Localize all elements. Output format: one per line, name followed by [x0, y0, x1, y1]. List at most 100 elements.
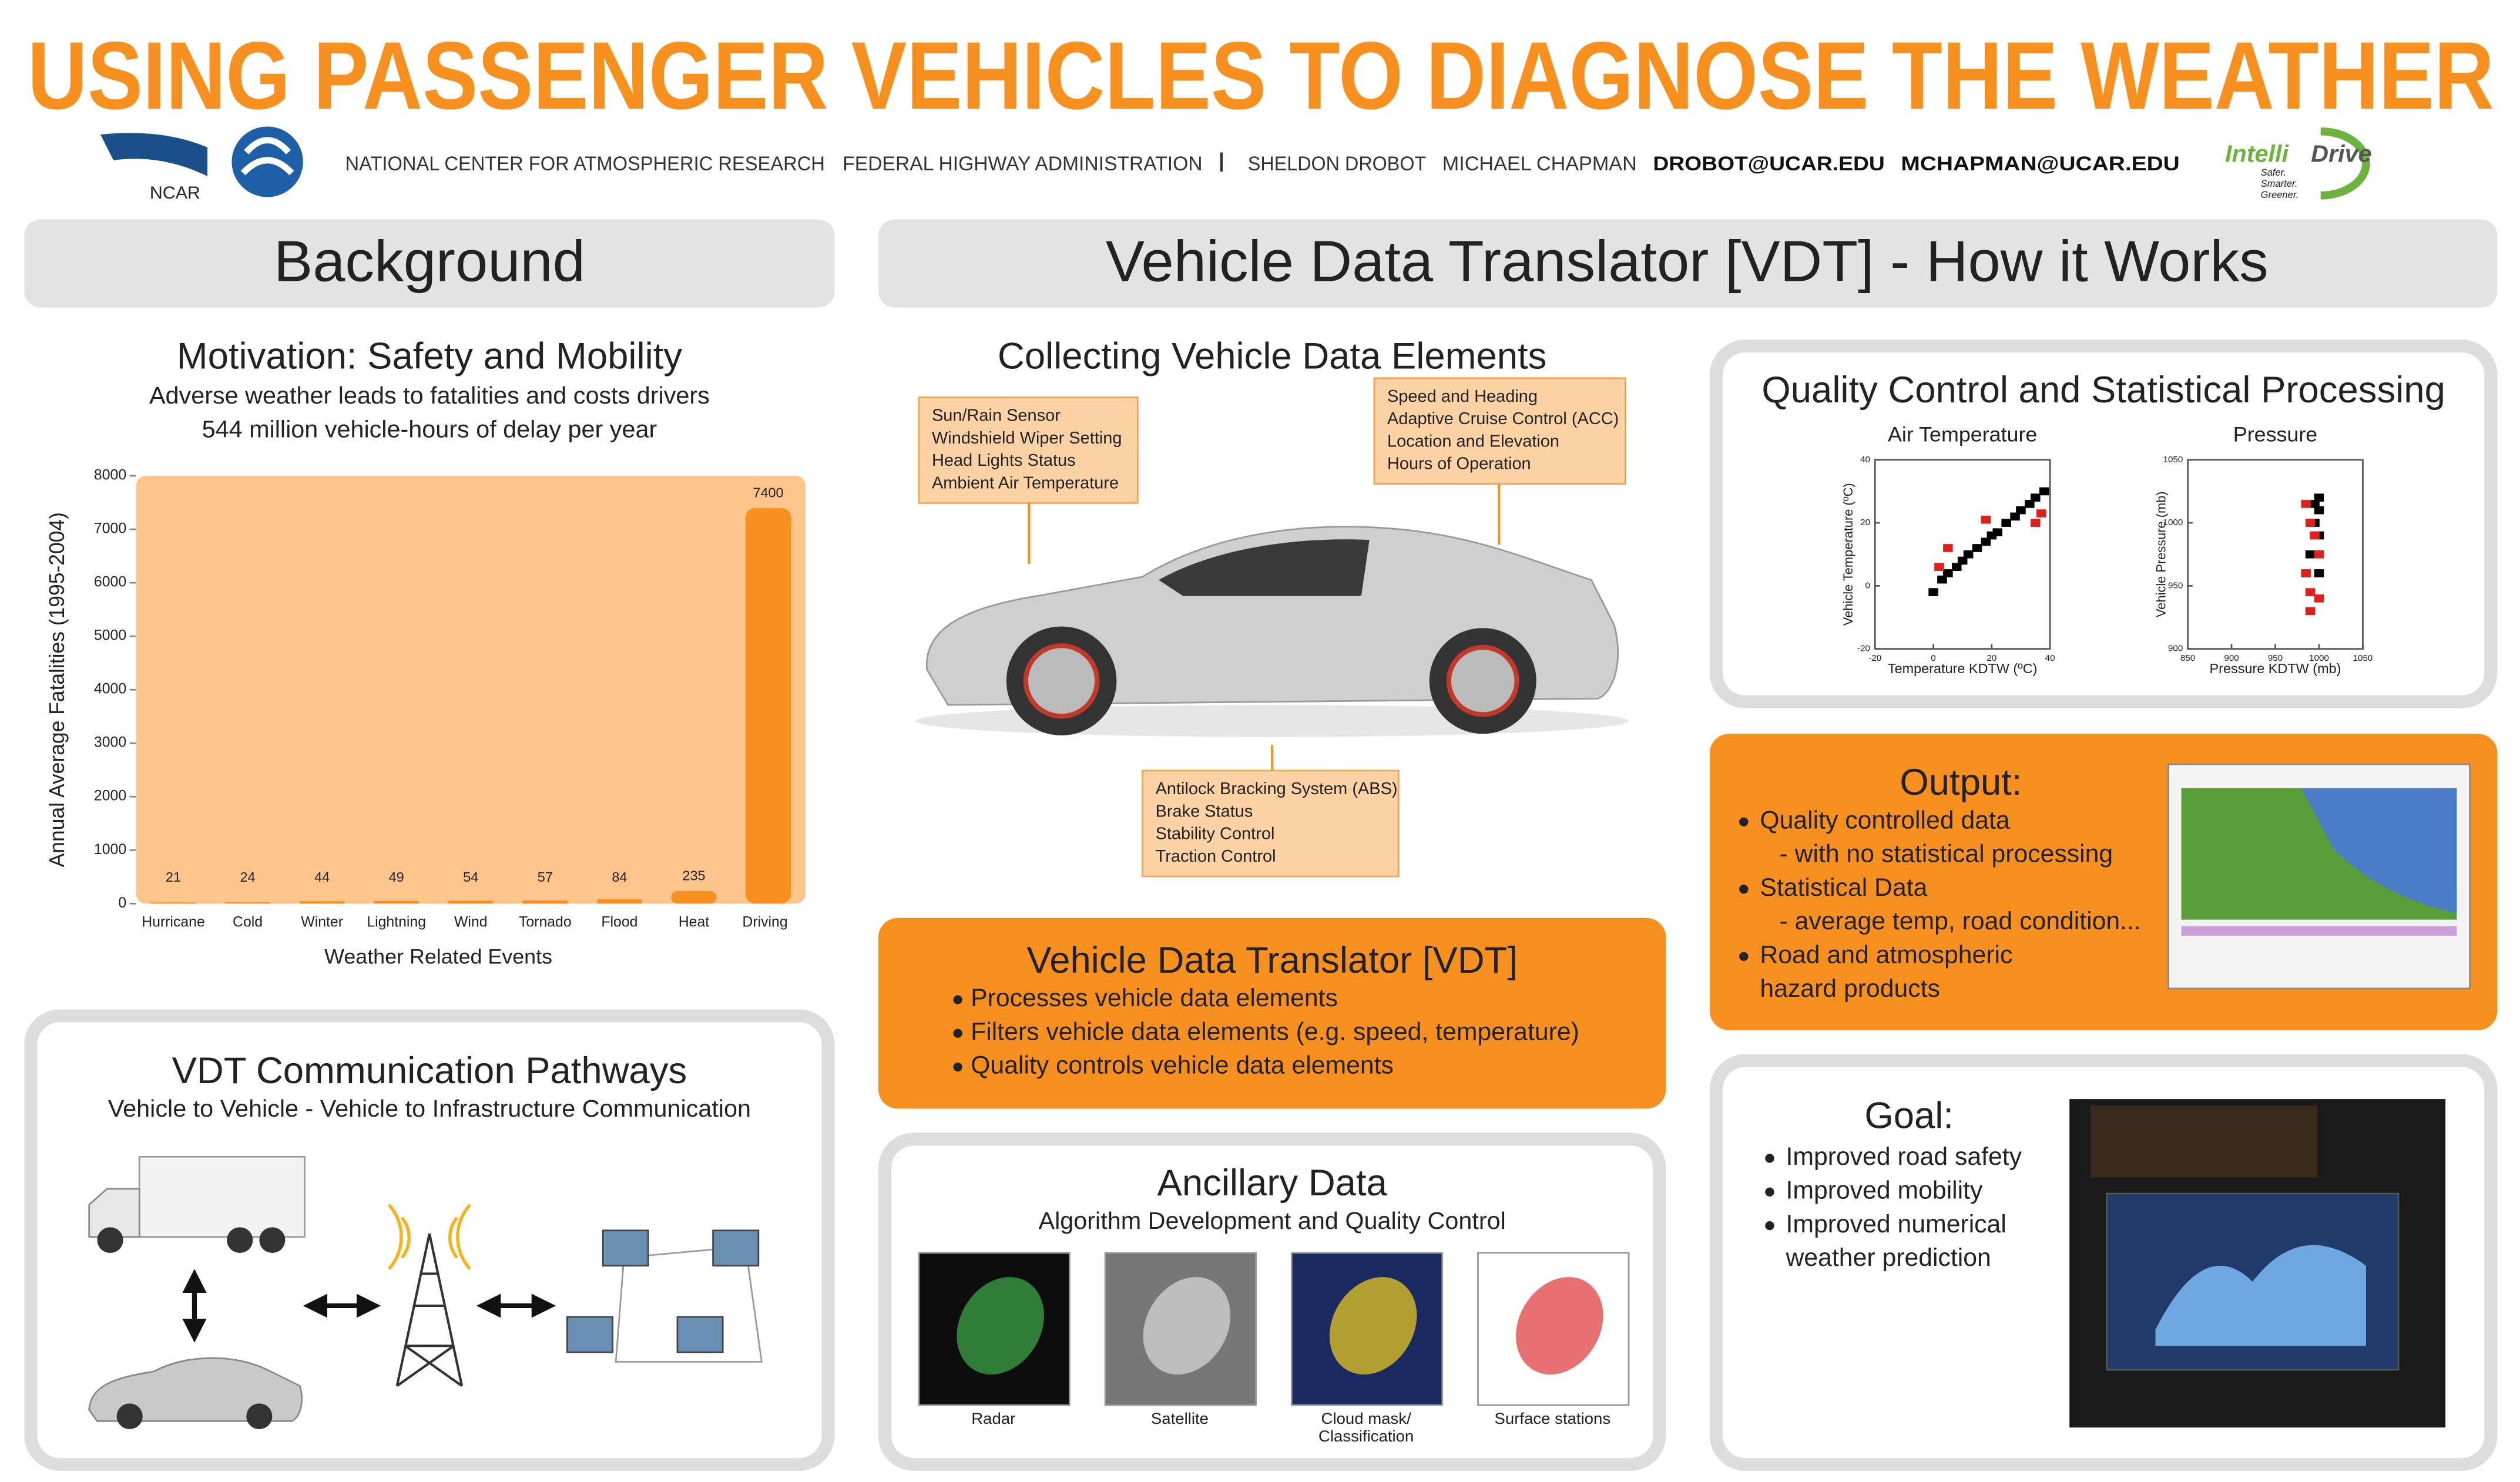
bullet-dot: [953, 1062, 962, 1072]
point: [2025, 500, 2035, 508]
panel-title: VDT Communication Pathways: [172, 1050, 687, 1091]
x-tick-label: 1000: [2309, 653, 2329, 663]
bar: [224, 902, 271, 904]
bullet-text: Improved mobility: [1786, 1177, 1984, 1205]
bullets: Improved road safety Improved mobility Imp…: [1765, 1143, 2022, 1272]
y-tick-label: 7000: [94, 521, 126, 537]
bullet-text: Statistical Data: [1760, 874, 1927, 902]
point: [2314, 550, 2324, 559]
output-screenshot: [2167, 763, 2471, 990]
motivation-lines: Adverse weather leads to fatalities and …: [149, 382, 710, 442]
callout-text: Ambient Air Temperature: [932, 473, 1119, 492]
y-tick-label: 0: [118, 895, 126, 911]
y-tick-label: 1000: [94, 842, 126, 858]
point: [2036, 509, 2046, 517]
heading-bar: [24, 219, 835, 308]
tagline: Safer.Smarter.Greener.: [2261, 167, 2299, 200]
nav-radar: [2155, 1245, 2366, 1346]
plot-frame: [1874, 459, 2051, 650]
callout-text: Brake Status: [1156, 802, 1253, 821]
callout-text: Stability Control: [1156, 825, 1275, 844]
x-tick-label: 0: [1931, 653, 1935, 663]
x-axis-label: Weather Related Events: [324, 945, 552, 969]
y-tick-label: 40: [1860, 455, 1870, 465]
x-tick-label: Tornado: [519, 915, 572, 930]
image-detail: [1516, 1277, 1603, 1375]
plot-frame: [2187, 459, 2364, 650]
panel-title: Quality Control and Statistical Processi…: [1761, 369, 2445, 411]
y-tick-label: 6000: [94, 574, 126, 590]
image-detail: [957, 1277, 1044, 1375]
bar: [448, 900, 494, 904]
image-caption: Radar: [971, 1409, 1015, 1427]
screenshot-map: [2301, 788, 2457, 913]
bar: [745, 508, 791, 904]
point: [2314, 594, 2324, 603]
x-tick-label: 1050: [2353, 653, 2373, 663]
point: [2031, 493, 2041, 502]
panel-subtitle: Algorithm Development and Quality Contro…: [1039, 1207, 1506, 1234]
fatalities-chart: 0 1000 2000 3000 4000 5000 6000 7000 8000 21 Hurri…: [45, 468, 806, 969]
intellidrive-swoosh: [2320, 127, 2370, 200]
separator: |: [1219, 150, 1224, 172]
x-tick-label: 850: [2180, 653, 2195, 663]
bullet-text: Improved road safety: [1786, 1143, 2022, 1171]
value-label: 21: [166, 869, 181, 885]
y-tick-label: 1000: [2163, 517, 2183, 527]
motivation-line: 544 million vehicle-hours of delay per y…: [202, 416, 657, 443]
dot-logo-mark: [240, 137, 294, 176]
image-caption: Classification: [1318, 1427, 1414, 1445]
y-tick-label: 1050: [2163, 455, 2183, 465]
bar: [150, 902, 196, 904]
x-axis-label: Pressure KDTW (mb): [2210, 661, 2341, 676]
bullet-text: Filters vehicle data elements (e.g. spee…: [971, 1019, 1579, 1046]
rim: [1023, 643, 1100, 719]
car-small: [88, 1357, 303, 1422]
signal: [387, 1204, 471, 1271]
dashboard-photo: [2069, 1099, 2446, 1428]
ncar-logo: [100, 133, 208, 177]
point: [1992, 528, 2003, 537]
bar: [522, 900, 568, 904]
point: [1981, 537, 1991, 546]
section-heading: Background: [274, 229, 585, 293]
bullet-text: weather prediction: [1786, 1244, 1991, 1272]
bullet-dot: [1765, 1187, 1774, 1197]
point: [2010, 512, 2020, 521]
y-tick-label: 950: [2168, 580, 2183, 590]
point: [2301, 500, 2311, 508]
y-tick-label: 0: [1865, 580, 1870, 590]
x-tick-label: 20: [1987, 653, 1996, 663]
wheel: [246, 1403, 273, 1429]
x-tick-label: Wind: [454, 915, 488, 930]
computer: [676, 1316, 724, 1353]
point: [2305, 519, 2316, 527]
point: [2001, 519, 2011, 527]
network: [615, 1245, 763, 1363]
point: [2310, 500, 2320, 508]
rim: [1446, 644, 1519, 717]
bullet-dot: [953, 1029, 962, 1038]
motivation-title: Motivation: Safety and Mobility: [177, 336, 683, 377]
value-label: 49: [389, 869, 404, 885]
email: DROBOT@UCAR.EDU: [1653, 153, 1884, 175]
value-label: 7400: [753, 485, 783, 500]
motivation-line: Adverse weather leads to fatalities and …: [149, 382, 710, 409]
bullet-text: - average temp, road condition...: [1780, 908, 2141, 935]
author: SHELDON DROBOT: [1248, 153, 1426, 175]
dash-panel: [2091, 1105, 2318, 1178]
panel: [878, 1132, 1666, 1471]
plot-area: [136, 476, 806, 904]
bullet-dot: [953, 995, 962, 1004]
point: [1943, 544, 1953, 552]
point: [1928, 588, 1938, 596]
tagline-line: Greener.: [2261, 190, 2299, 200]
x-tick-label: Winter: [301, 915, 343, 930]
chart-title: Pressure: [2233, 422, 2317, 446]
value-label: 44: [314, 869, 330, 885]
wheel: [227, 1227, 253, 1253]
tagline-line: Smarter.: [2261, 179, 2298, 189]
intellidrive-logo: Intelli: [2225, 140, 2290, 167]
callout-text: Antilock Bracking System (ABS): [1156, 779, 1398, 798]
